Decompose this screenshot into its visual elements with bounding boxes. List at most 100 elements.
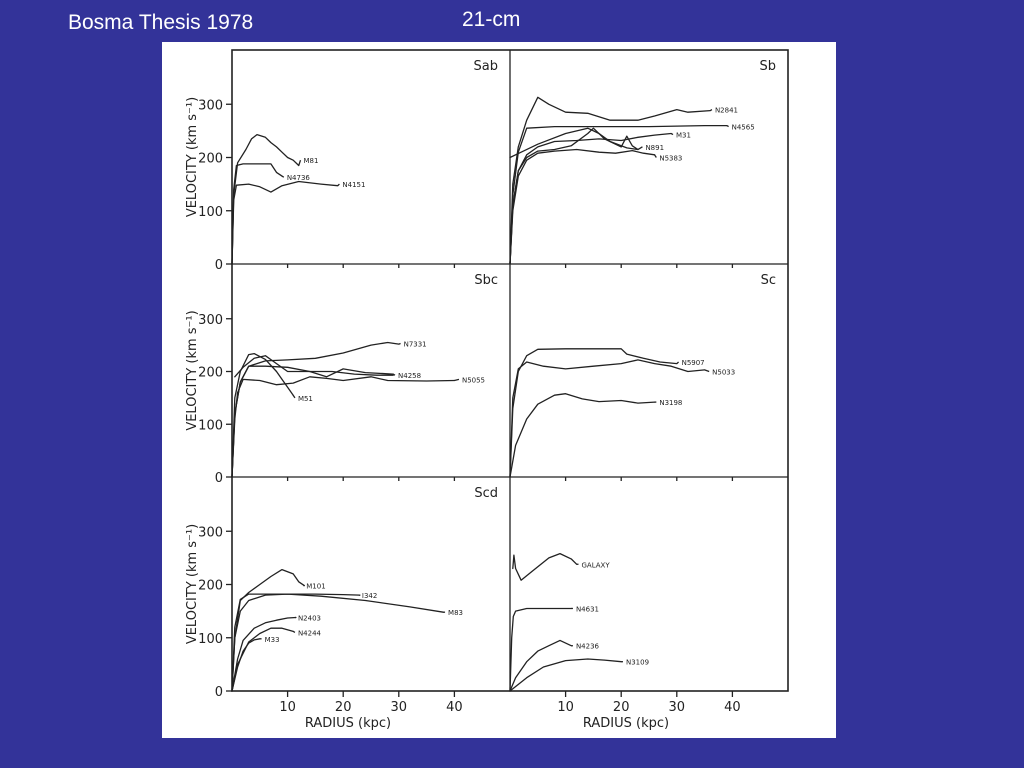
rotation-curve-line <box>231 593 361 692</box>
panel-label: Scd <box>474 486 498 501</box>
rotation-curve-line <box>231 616 297 692</box>
x-tick-label: 30 <box>669 700 686 715</box>
series-label: N2841 <box>715 107 738 115</box>
series-label: M51 <box>298 395 313 403</box>
series-label-leader <box>726 124 729 128</box>
series-label-leader <box>298 159 302 166</box>
x-tick-label: 20 <box>335 700 352 715</box>
series-label-leader <box>670 132 674 136</box>
series-label-leader <box>281 175 285 178</box>
y-axis-label: VELOCITY (km s⁻¹) <box>185 310 200 430</box>
rotation-curve-line <box>231 568 305 692</box>
rotation-curve-line <box>231 627 294 692</box>
rotation-curve-line <box>509 359 706 478</box>
series-label: I342 <box>362 592 377 600</box>
rotation-curve-line <box>231 163 283 265</box>
rotation-curve-line <box>512 552 578 581</box>
x-tick-label: 20 <box>613 700 630 715</box>
series-label-leader <box>676 361 680 365</box>
series-label: N4565 <box>732 124 755 132</box>
y-tick-label: 300 <box>198 98 223 113</box>
rotation-curve-line <box>231 180 339 265</box>
series-label-leader <box>454 378 460 382</box>
panel-label: Sb <box>759 59 776 74</box>
y-tick-label: 200 <box>198 366 223 381</box>
y-tick-label: 200 <box>198 152 223 167</box>
rotation-curve-line <box>231 365 394 478</box>
series-label: N4631 <box>576 605 599 613</box>
y-tick-label: 0 <box>215 471 223 486</box>
series-label-leader <box>704 369 710 373</box>
series-label-leader <box>292 394 296 399</box>
rotation-curve-line <box>509 127 639 159</box>
rotation-curve-line <box>231 593 444 692</box>
y-tick-label: 0 <box>215 685 223 700</box>
x-tick-label: 10 <box>557 700 574 715</box>
series-label-leader <box>654 154 657 158</box>
series-label-leader <box>637 146 643 151</box>
rotation-curve-line <box>509 127 639 265</box>
series-label-leader <box>709 109 713 112</box>
x-axis-label: RADIUS (kpc) <box>305 716 391 731</box>
panel-label: Sab <box>474 59 498 74</box>
series-label-leader <box>392 373 396 376</box>
y-tick-label: 300 <box>198 525 223 540</box>
series-label: N2403 <box>298 615 321 623</box>
rotation-curve-line <box>231 341 400 478</box>
series-label: M83 <box>448 609 463 617</box>
rotation-curve-line <box>231 352 294 478</box>
rotation-curve-line <box>234 355 394 378</box>
rotation-curve-figure: 0 100 200 300 VELOCITY (km s⁻¹) 0 100 200 300 VEL… <box>162 42 836 738</box>
panel-label: Sbc <box>474 273 498 288</box>
rotation-curve-line <box>509 639 572 692</box>
series-label: M81 <box>304 157 319 165</box>
series-label: M101 <box>306 583 325 591</box>
series-label: N5033 <box>712 369 735 377</box>
series-label: N3198 <box>659 399 682 407</box>
rotation-curve-line <box>509 348 678 478</box>
series-label: M33 <box>265 636 280 644</box>
y-tick-label: 0 <box>215 258 223 273</box>
y-tick-label: 200 <box>198 579 223 594</box>
series-label: N5907 <box>682 359 705 367</box>
y-axis-label: VELOCITY (km s⁻¹) <box>185 524 200 644</box>
series-label: N4258 <box>398 372 421 380</box>
x-tick-label: 10 <box>279 700 296 715</box>
x-axis-label: RADIUS (kpc) <box>583 716 669 731</box>
series-label: N4244 <box>298 629 322 637</box>
rotation-curve-line <box>509 148 656 265</box>
rotation-curve-line <box>509 96 711 265</box>
series-label: N5055 <box>462 376 485 384</box>
rotation-curve-line <box>231 376 456 478</box>
series-label: N5383 <box>659 155 682 163</box>
rotation-curve-line <box>509 124 728 265</box>
series-label-leader <box>398 342 401 345</box>
rotation-curve-line <box>231 638 261 692</box>
series-label: N891 <box>645 144 664 152</box>
y-tick-label: 300 <box>198 313 223 328</box>
series-label: N7331 <box>404 341 427 349</box>
y-tick-label: 100 <box>198 205 223 220</box>
y-tick-label: 100 <box>198 632 223 647</box>
series-label: N4236 <box>576 643 600 651</box>
series-label: GALAXY <box>582 561 611 569</box>
rotation-curve-line <box>509 658 622 692</box>
y-tick-label: 100 <box>198 418 223 433</box>
series-label: N3109 <box>626 659 649 667</box>
x-tick-label: 40 <box>446 700 463 715</box>
rotation-curve-line <box>509 393 656 478</box>
series-label: M31 <box>676 132 691 140</box>
rotation-curve-line <box>231 133 300 265</box>
x-tick-label: 30 <box>391 700 408 715</box>
series-label: N4736 <box>287 174 311 182</box>
series-label-leader <box>337 183 340 187</box>
series-label-leader <box>292 630 296 633</box>
rotation-curve-line <box>509 607 572 692</box>
series-label: N4151 <box>342 181 365 189</box>
panel-label: Sc <box>761 273 776 288</box>
slide-subtitle: 21-cm <box>462 8 521 31</box>
slide-title: Bosma Thesis 1978 <box>68 11 254 34</box>
x-tick-label: 40 <box>724 700 741 715</box>
y-axis-label: VELOCITY (km s⁻¹) <box>185 97 200 217</box>
